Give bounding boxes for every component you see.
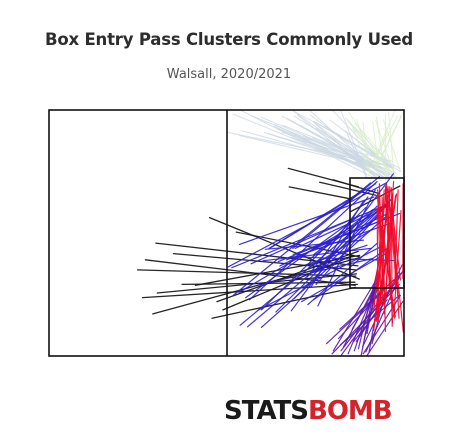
pass-line bbox=[362, 121, 370, 173]
penalty-box bbox=[349, 177, 405, 289]
pass-line bbox=[258, 245, 383, 311]
pass-line bbox=[262, 247, 372, 262]
pass-line bbox=[347, 286, 377, 355]
pass-line bbox=[232, 182, 372, 296]
pass-line bbox=[275, 127, 381, 178]
pass-line bbox=[370, 110, 396, 168]
pass-line bbox=[372, 120, 381, 176]
pass-line bbox=[354, 122, 395, 169]
pass-line bbox=[317, 189, 376, 307]
pass-line bbox=[383, 119, 401, 172]
chart-title: Box Entry Pass Clusters Commonly Used bbox=[44, 30, 413, 49]
pass-line bbox=[239, 197, 394, 326]
pass-line bbox=[216, 250, 359, 303]
pass-line bbox=[314, 205, 378, 273]
pass-line bbox=[260, 217, 386, 328]
pass-line bbox=[293, 115, 374, 165]
pass-line bbox=[351, 124, 371, 175]
pass-line bbox=[144, 259, 356, 286]
pass-line bbox=[312, 137, 398, 175]
pass-line bbox=[294, 213, 372, 249]
pass-line bbox=[347, 120, 397, 180]
pass-line bbox=[373, 186, 387, 311]
pass-line bbox=[238, 135, 373, 167]
pass-line bbox=[375, 189, 385, 322]
pass-line bbox=[277, 216, 392, 263]
pass-line bbox=[268, 190, 363, 249]
statsbomb-logo: STATS BOMB bbox=[224, 394, 393, 428]
pass-line bbox=[268, 133, 383, 168]
pass-line bbox=[274, 124, 386, 179]
pass-line bbox=[307, 242, 378, 306]
pass-line bbox=[260, 116, 382, 169]
pass-line bbox=[373, 115, 403, 172]
pass-line bbox=[385, 186, 391, 300]
pass-line bbox=[239, 110, 377, 180]
pass-line bbox=[338, 291, 382, 340]
pass-line bbox=[275, 204, 385, 313]
pass-line bbox=[393, 210, 402, 317]
pass-line bbox=[245, 214, 361, 299]
pass-line bbox=[141, 283, 358, 299]
logo-text-bomb: BOMB bbox=[308, 396, 393, 426]
pass-line bbox=[348, 112, 394, 180]
pass-line bbox=[357, 271, 378, 350]
chart-subtitle: Walsall, 2020/2021 bbox=[166, 67, 292, 82]
pass-line bbox=[288, 186, 353, 200]
pass-line bbox=[377, 193, 382, 305]
pass-line bbox=[293, 204, 387, 300]
pass-line bbox=[324, 125, 401, 172]
pass-line bbox=[211, 286, 357, 319]
pass-line bbox=[208, 216, 360, 280]
logo-text-stats: STATS bbox=[224, 396, 309, 426]
pass-line bbox=[231, 203, 389, 269]
